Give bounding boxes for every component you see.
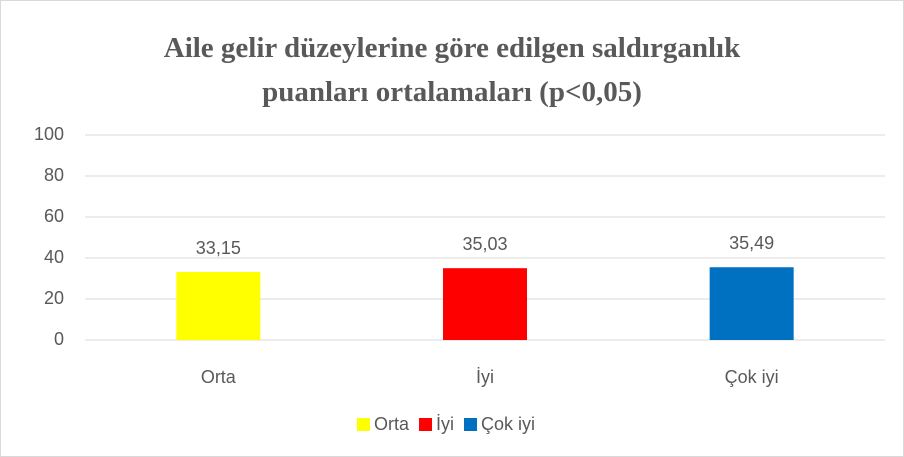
chart-title: Aile gelir düzeylerine göre edilgen sald… xyxy=(163,32,741,108)
y-tick-label: 20 xyxy=(44,288,64,308)
bar xyxy=(176,272,261,340)
x-tick-label: İyi xyxy=(476,367,494,387)
y-tick-label: 100 xyxy=(34,124,64,144)
data-label: 35,03 xyxy=(462,234,507,254)
legend-swatch xyxy=(357,418,370,431)
legend-label: Çok iyi xyxy=(481,414,535,434)
data-label: 35,49 xyxy=(729,233,774,253)
legend-label: Orta xyxy=(374,414,410,434)
bar xyxy=(443,268,527,340)
x-tick-label: Orta xyxy=(201,367,237,387)
y-tick-label: 60 xyxy=(44,206,64,226)
legend-swatch xyxy=(464,418,478,431)
y-tick-label: 40 xyxy=(44,247,64,267)
legend-swatch xyxy=(419,418,433,431)
x-tick-label: Çok iyi xyxy=(725,367,779,387)
y-tick-label: 0 xyxy=(54,329,64,349)
y-tick-label: 80 xyxy=(44,165,64,185)
data-label: 33,15 xyxy=(196,238,241,258)
bar xyxy=(709,267,794,340)
legend-label: İyi xyxy=(436,414,454,434)
